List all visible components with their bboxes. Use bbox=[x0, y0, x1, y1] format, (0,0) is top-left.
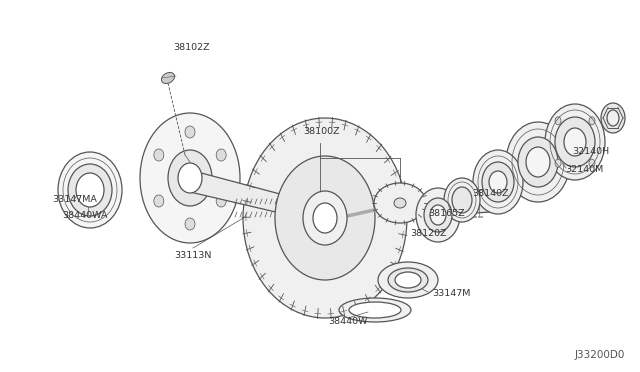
Text: 38120Z: 38120Z bbox=[410, 228, 447, 237]
Ellipse shape bbox=[518, 137, 558, 187]
Ellipse shape bbox=[374, 183, 426, 223]
Text: 38165Z: 38165Z bbox=[428, 208, 465, 218]
Ellipse shape bbox=[430, 205, 446, 225]
Text: 38440WA: 38440WA bbox=[62, 211, 108, 219]
Ellipse shape bbox=[555, 117, 561, 125]
Ellipse shape bbox=[161, 73, 175, 84]
Ellipse shape bbox=[424, 198, 452, 232]
Polygon shape bbox=[422, 196, 490, 217]
Ellipse shape bbox=[545, 104, 605, 180]
Ellipse shape bbox=[607, 110, 619, 126]
Text: 38440W: 38440W bbox=[328, 317, 368, 327]
Ellipse shape bbox=[555, 159, 561, 167]
Ellipse shape bbox=[388, 268, 428, 292]
Ellipse shape bbox=[168, 150, 212, 206]
Ellipse shape bbox=[589, 159, 595, 167]
Ellipse shape bbox=[303, 191, 347, 245]
Ellipse shape bbox=[395, 272, 421, 288]
Ellipse shape bbox=[185, 126, 195, 138]
Ellipse shape bbox=[564, 128, 586, 156]
Ellipse shape bbox=[58, 152, 122, 228]
Ellipse shape bbox=[216, 149, 226, 161]
Ellipse shape bbox=[140, 113, 240, 243]
Ellipse shape bbox=[275, 156, 375, 280]
Text: 33147M: 33147M bbox=[432, 289, 470, 298]
Text: 32140M: 32140M bbox=[565, 166, 604, 174]
Ellipse shape bbox=[473, 150, 523, 214]
Ellipse shape bbox=[555, 117, 595, 167]
Text: 38102Z: 38102Z bbox=[173, 42, 211, 51]
Ellipse shape bbox=[339, 298, 411, 322]
Ellipse shape bbox=[489, 171, 507, 193]
Text: 33113N: 33113N bbox=[174, 250, 212, 260]
Text: 38100Z: 38100Z bbox=[304, 128, 340, 137]
Ellipse shape bbox=[378, 262, 438, 298]
Ellipse shape bbox=[452, 187, 472, 213]
Ellipse shape bbox=[68, 164, 112, 216]
Polygon shape bbox=[190, 170, 310, 220]
Ellipse shape bbox=[394, 198, 406, 208]
Ellipse shape bbox=[589, 117, 595, 125]
Text: 38140Z: 38140Z bbox=[472, 189, 509, 198]
Ellipse shape bbox=[76, 173, 104, 207]
Ellipse shape bbox=[216, 195, 226, 207]
Ellipse shape bbox=[243, 118, 407, 318]
Text: 33147MA: 33147MA bbox=[52, 196, 97, 205]
Ellipse shape bbox=[313, 203, 337, 233]
Text: 32140H: 32140H bbox=[572, 148, 609, 157]
Ellipse shape bbox=[154, 149, 164, 161]
Ellipse shape bbox=[444, 178, 480, 222]
Ellipse shape bbox=[482, 162, 514, 202]
Ellipse shape bbox=[178, 163, 202, 193]
Ellipse shape bbox=[154, 195, 164, 207]
Ellipse shape bbox=[506, 122, 570, 202]
Ellipse shape bbox=[185, 218, 195, 230]
Text: J33200D0: J33200D0 bbox=[575, 350, 625, 360]
Ellipse shape bbox=[526, 147, 550, 177]
Ellipse shape bbox=[349, 302, 401, 318]
Ellipse shape bbox=[416, 188, 460, 242]
Ellipse shape bbox=[601, 103, 625, 133]
